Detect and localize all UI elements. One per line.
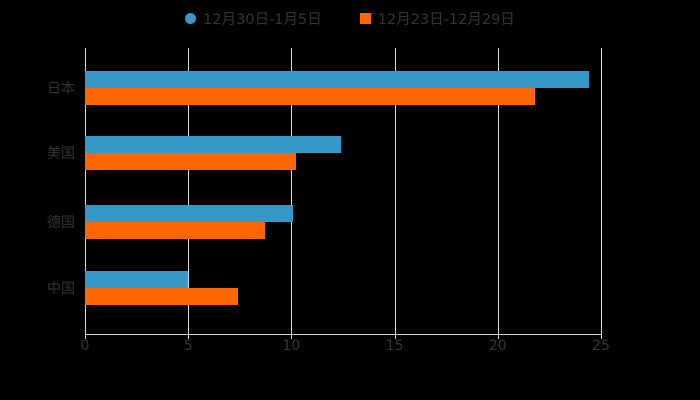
x-tick-label: 5 bbox=[183, 338, 193, 354]
gridline bbox=[394, 48, 396, 334]
x-tick-label: 20 bbox=[488, 338, 507, 354]
x-tick-label: 25 bbox=[592, 338, 610, 354]
x-tick-mark bbox=[291, 334, 293, 339]
x-tick-mark bbox=[85, 334, 86, 339]
x-tick-label: 15 bbox=[385, 338, 404, 354]
x-tick-label: 10 bbox=[282, 338, 301, 354]
legend-item-series-1[interactable]: 12月30日-1月5日 bbox=[185, 8, 322, 29]
category-label-2: 德国 bbox=[47, 215, 75, 231]
bar-日本-series-2[interactable] bbox=[85, 88, 535, 105]
gridline bbox=[291, 48, 293, 334]
legend-item-series-2[interactable]: 12月23日-12月29日 bbox=[359, 8, 515, 29]
legend-label-series-2: 12月23日-12月29日 bbox=[377, 11, 515, 28]
y-axis-line bbox=[85, 48, 86, 334]
bar-美国-series-2[interactable] bbox=[85, 153, 296, 170]
x-tick-label: 0 bbox=[80, 338, 90, 354]
bar-德国-series-2[interactable] bbox=[85, 222, 265, 239]
chart-legend: 12月30日-1月5日 12月23日-12月29日 bbox=[0, 6, 700, 30]
x-tick-mark bbox=[188, 334, 190, 339]
category-label-1: 美国 bbox=[47, 146, 75, 162]
bar-日本-series-1[interactable] bbox=[85, 71, 589, 88]
bar-美国-series-1[interactable] bbox=[85, 136, 341, 153]
gridline bbox=[188, 48, 190, 334]
gridline bbox=[601, 48, 602, 334]
square-marker-icon bbox=[359, 12, 371, 24]
x-tick-mark bbox=[497, 334, 499, 339]
circle-marker-icon bbox=[185, 12, 197, 24]
bar-中国-series-2[interactable] bbox=[85, 288, 238, 305]
y-tick-labels: 日本 美国 德国 中国 bbox=[0, 0, 75, 400]
x-tick-mark bbox=[394, 334, 396, 339]
bar-中国-series-1[interactable] bbox=[85, 271, 189, 288]
plot-area bbox=[85, 48, 601, 334]
gridline bbox=[497, 48, 499, 334]
x-axis-line bbox=[85, 334, 602, 335]
bar-德国-series-1[interactable] bbox=[85, 205, 294, 222]
category-label-0: 日本 bbox=[47, 81, 75, 97]
x-tick-mark bbox=[601, 334, 602, 339]
category-label-3: 中国 bbox=[47, 281, 75, 297]
legend-label-series-1: 12月30日-1月5日 bbox=[203, 11, 322, 28]
